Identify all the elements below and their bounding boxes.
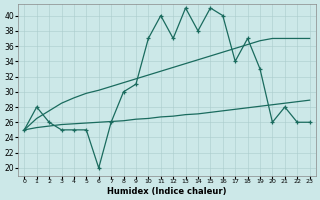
X-axis label: Humidex (Indice chaleur): Humidex (Indice chaleur) bbox=[107, 187, 227, 196]
